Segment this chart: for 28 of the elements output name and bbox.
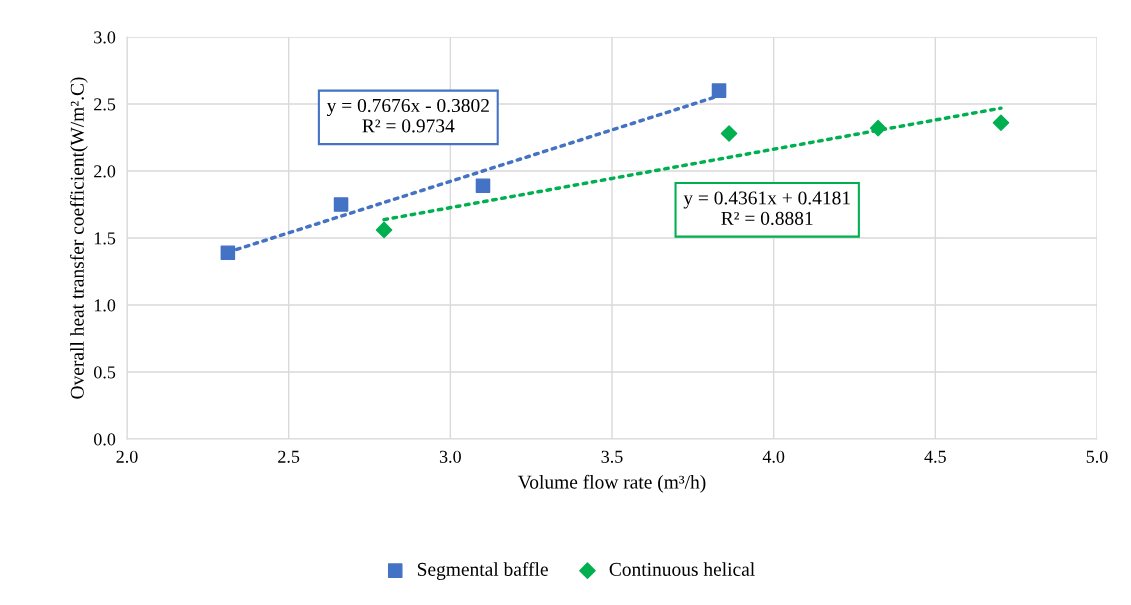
x-tick-label: 4.0 bbox=[762, 450, 785, 463]
y-tick-label: 2.5 bbox=[94, 98, 116, 111]
y-tick-label: 3.0 bbox=[94, 31, 116, 44]
y-tick-label: 0.5 bbox=[94, 366, 116, 379]
annotation: y = 0.4361x + 0.4181 R² = 0.8881 bbox=[683, 191, 850, 225]
y-tick-label: 0.0 bbox=[94, 433, 116, 446]
legend-label: Continuous helical bbox=[609, 562, 755, 576]
point bbox=[711, 83, 727, 98]
annotation: y = 0.7676x - 0.3802 R² = 0.9734 bbox=[326, 98, 489, 133]
x-tick-label: 2.5 bbox=[278, 450, 300, 463]
x-tick-label: 3.5 bbox=[601, 450, 623, 463]
point bbox=[375, 221, 393, 239]
x-tick-label: 4.5 bbox=[924, 450, 946, 463]
x-tick-label: 2.0 bbox=[116, 450, 138, 463]
point bbox=[475, 178, 491, 194]
y-tick-label: 1.5 bbox=[94, 232, 116, 245]
point bbox=[869, 119, 887, 137]
legend-label: Segmental baffle bbox=[417, 562, 548, 580]
point bbox=[992, 114, 1010, 132]
point bbox=[333, 197, 349, 212]
x-axis-title: Volume flow rate (m³/h) bbox=[517, 474, 706, 493]
point bbox=[720, 125, 738, 142]
x-tick-label: 3.0 bbox=[439, 450, 461, 463]
y-axis-title: Overall heat transfer coefficient(W/m².C) bbox=[69, 77, 88, 399]
point bbox=[220, 245, 236, 261]
y-tick-label: 1.0 bbox=[94, 299, 116, 312]
y-tick-label: 2.0 bbox=[94, 165, 116, 178]
x-tick-label: 5.0 bbox=[1086, 450, 1108, 463]
